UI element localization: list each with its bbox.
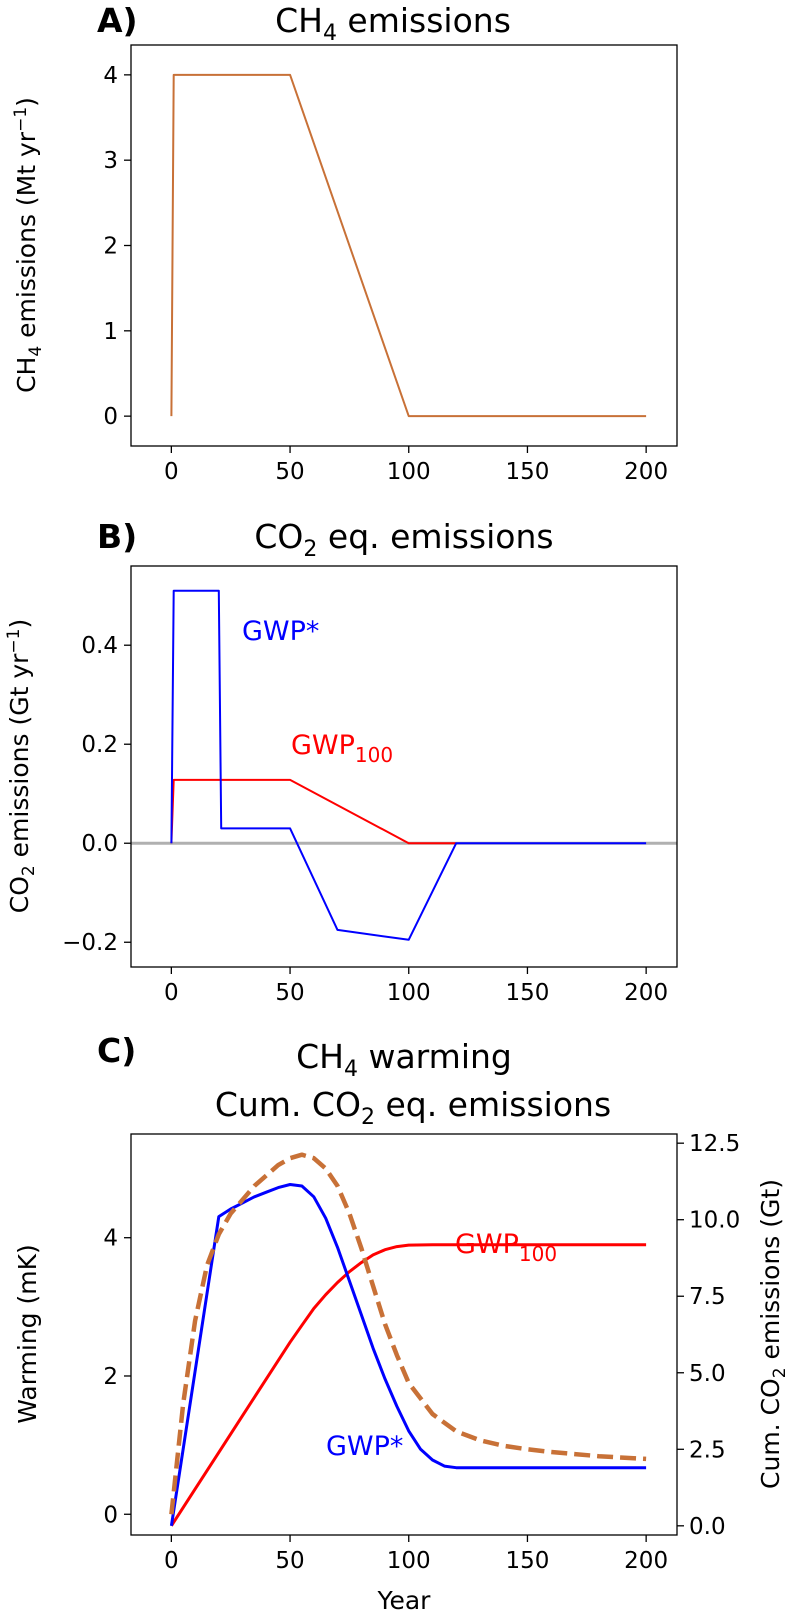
panel-c-letter: C) [97, 1031, 136, 1070]
panel-c-ytick-label: 0 [103, 1502, 118, 1528]
panel-c-xlabel: Year [377, 1586, 432, 1615]
panel-c-xtick-label: 0 [164, 1548, 179, 1574]
panel-a-xtick-label: 100 [387, 459, 431, 485]
panel-b-ytick-label: 0.0 [81, 831, 118, 857]
panel-a-xtick-label: 50 [275, 459, 304, 485]
panel-b-letter: B) [97, 517, 137, 556]
panel-b-gwp-star-label: GWP* [242, 616, 319, 647]
panel-c-plot: 0 50 100 150 200 0 2 4 0.0 2.5 5.0 7.5 10.0 12.5 [103, 1131, 740, 1574]
panel-c-ytick-label: 2 [103, 1364, 118, 1390]
panel-b: B) CO2 eq. emissions 0 50 100 150 200 −0.2 0.0… [4, 517, 678, 1006]
panel-c-ytick-right-label: 2.5 [689, 1437, 726, 1463]
panel-a-plot: 0 50 100 150 200 0 1 2 3 4 [103, 63, 668, 485]
panel-b-plot: 0 50 100 150 200 −0.2 0.0 0.2 0.4 [62, 589, 677, 1006]
panel-b-title: CO2 eq. emissions [254, 517, 553, 562]
gwp-star-line [170, 589, 647, 941]
panel-c-frame [130, 1133, 678, 1536]
panel-a-title: CH4 emissions [275, 1, 511, 46]
gwp100-line [170, 778, 457, 845]
panel-b-ytick-label: −0.2 [62, 930, 118, 956]
panel-b-ytick-label: 0.4 [81, 633, 118, 659]
panel-c-ytick-right-label: 0.0 [689, 1514, 726, 1540]
panel-c-title-line1: CH4 warming [296, 1037, 512, 1082]
panel-c-ytick-right-label: 5.0 [689, 1361, 726, 1387]
panel-a-ytick-label: 1 [103, 319, 118, 345]
panel-c-xtick-label: 50 [275, 1548, 304, 1574]
panel-c-xtick-label: 150 [505, 1548, 549, 1574]
ch4-warming-line [169, 1152, 647, 1515]
panel-b-ytick-label: 0.2 [81, 732, 118, 758]
panel-c-gwp-star-label: GWP* [326, 1431, 403, 1462]
panel-c-ylabel: Warming (mK) [13, 1244, 42, 1424]
panel-b-ylabel: CO2 emissions (Gt yr−1) [4, 619, 39, 913]
panel-c-gwp100-label: GWP100 [455, 1229, 557, 1266]
panel-a-ytick-label: 4 [103, 63, 118, 89]
panel-a-ytick-label: 3 [103, 148, 118, 174]
panel-c-ytick-right-label: 10.0 [689, 1208, 740, 1234]
panel-b-xtick-label: 150 [505, 980, 549, 1006]
panel-a: A) CH4 emissions 0 50 100 150 200 0 1 2 3 4 CH4 e… [11, 1, 678, 485]
panel-c-xtick-label: 100 [387, 1548, 431, 1574]
panel-a-xtick-label: 0 [164, 459, 179, 485]
panel-b-xtick-label: 50 [275, 980, 304, 1006]
panel-a-frame [130, 44, 678, 447]
panel-c-ytick-label: 4 [103, 1226, 118, 1252]
panel-a-xtick-label: 150 [505, 459, 549, 485]
panel-a-ytick-label: 2 [103, 234, 118, 260]
panel-b-xtick-label: 100 [387, 980, 431, 1006]
panel-c-ytick-right-label: 7.5 [689, 1284, 726, 1310]
panel-a-xtick-label: 200 [624, 459, 668, 485]
panel-c: C) CH4 warming Cum. CO2 eq. emissions 0 5… [13, 1031, 790, 1615]
panel-b-xtick-label: 0 [164, 980, 179, 1006]
ch4-emissions-line [170, 73, 647, 418]
panel-b-xtick-label: 200 [624, 980, 668, 1006]
panel-b-gwp100-label: GWP100 [291, 730, 393, 767]
panel-a-letter: A) [97, 1, 138, 40]
panel-a-ylabel: CH4 emissions (Mt yr−1) [11, 97, 46, 393]
cum-gwp-star-line [169, 1183, 647, 1527]
panel-b-frame [130, 565, 678, 968]
panel-c-ylabel-right: Cum. CO2 emissions (Gt) [756, 1179, 790, 1489]
panel-c-xtick-label: 200 [624, 1548, 668, 1574]
panel-c-ytick-right-label: 12.5 [689, 1131, 740, 1157]
cum-gwp100-line [170, 1243, 647, 1527]
panel-c-title-line2: Cum. CO2 eq. emissions [215, 1085, 611, 1130]
panel-a-ytick-label: 0 [103, 404, 118, 430]
